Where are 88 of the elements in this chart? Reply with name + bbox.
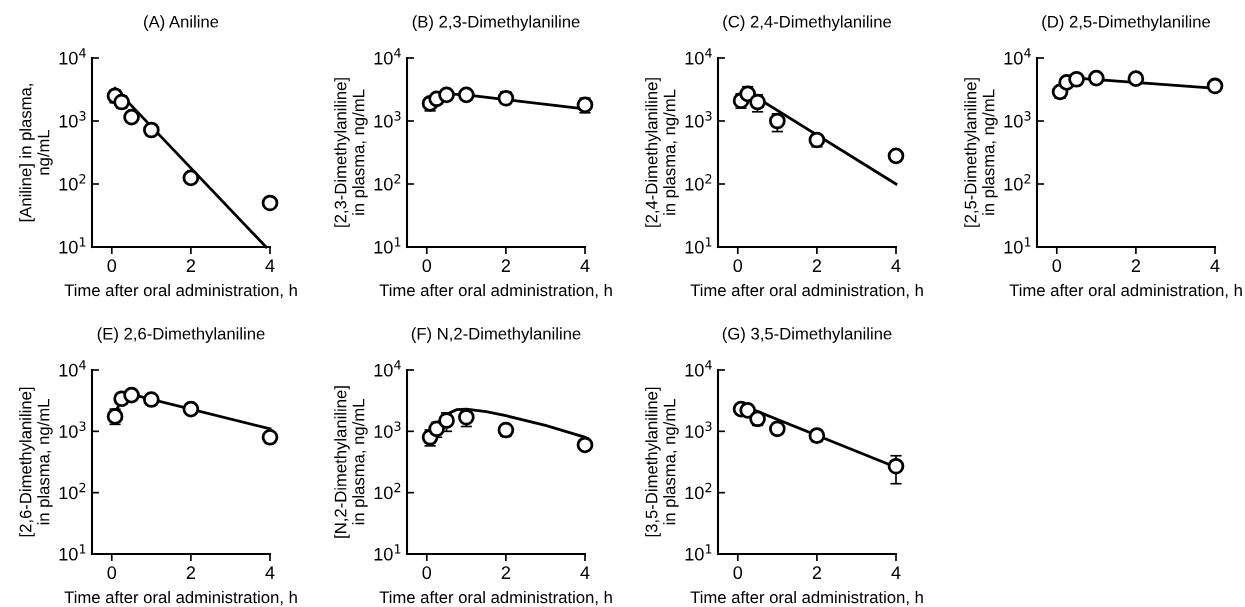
x-axis-title: Time after oral administration, h [690,283,923,299]
y-axis-title: [3,5-Dimethylaniline] in plasma, ng/mL [645,387,679,537]
x-axis-title: Time after oral administration, h [64,283,297,299]
x-axis-title: Time after oral administration, h [379,590,612,606]
x-tick-label: 0 [107,259,117,273]
x-tick-label: 2 [186,566,195,579]
point [123,386,140,404]
x-tick-label: 4 [265,259,275,272]
point [458,86,475,104]
y-tick-label: 10$^{4}$ [59,360,86,377]
x-axis-title: Time after oral administration, h [64,590,297,606]
y-tick-label: 10$^{1}$ [1004,237,1031,254]
y-tick-label: 10$^{1}$ [59,544,86,561]
x-axis-title: Time after oral administration, h [1009,283,1242,299]
point [887,457,905,475]
point [123,108,140,126]
y-tick-label: 10$^{2}$ [685,482,712,500]
y-tick-label: 10$^{2}$ [59,482,86,500]
x-tick-label: 0 [733,259,743,273]
y-tick-label: 10$^{4}$ [685,360,712,377]
x-tick-label: 2 [812,566,821,579]
y-axis-title: [2,4-Dimethylaniline] in plasma, ng/mL [645,78,679,227]
x-tick-label: 4 [580,259,590,272]
y-axis-title: [2,6-Dimethylaniline] in plasma, ng/mL [19,387,53,537]
x-tick-label: 2 [501,566,510,579]
chart-title: (A) Aniline [144,15,219,31]
y-tick-label: 10$^{2}$ [374,174,401,191]
x-tick-label: 2 [1131,259,1140,272]
point [261,428,279,446]
x-axis-title: Time after oral administration, h [690,590,923,606]
point [438,412,455,429]
y-tick-label: 10$^{4}$ [374,360,401,377]
y-tick-label: 10$^{1}$ [685,544,712,561]
y-axis-title: [2,3-Dimethylaniline] in plasma, ng/mL [334,78,368,227]
chart-title: (B) 2,3-Dimethylaniline [412,15,580,31]
y-tick-label: 10$^{4}$ [685,48,712,65]
y-axis-title: [Aniline] in plasma, ng/mL [19,84,53,222]
y-tick-label: 10$^{3}$ [59,111,86,128]
y-tick-label: 10$^{1}$ [374,237,401,254]
point [808,131,826,149]
x-tick-label: 4 [580,566,590,579]
y-tick-label: 10$^{2}$ [685,174,712,191]
y-tick-label: 10$^{3}$ [374,111,401,128]
x-axis-title: Time after oral administration, h [379,283,612,299]
x-tick-label: 4 [891,566,901,579]
point [497,421,515,439]
y-tick-label: 10$^{4}$ [374,48,401,65]
y-tick-label: 10$^{3}$ [1004,111,1031,128]
y-tick-label: 10$^{4}$ [1004,48,1031,65]
y-tick-label: 10$^{3}$ [374,421,401,438]
y-tick-label: 10$^{1}$ [685,237,712,254]
point [182,400,200,418]
y-axis-title: [N,2-Dimethylaniline] in plasma, ng/mL [334,386,368,538]
y-tick-label: 10$^{4}$ [59,48,86,65]
point [887,147,905,165]
x-tick-label: 2 [186,259,195,272]
x-tick-label: 0 [107,566,117,580]
y-tick-label: 10$^{3}$ [685,111,712,128]
point [143,121,160,139]
x-tick-label: 4 [265,566,275,579]
point [769,420,786,438]
point [143,391,160,408]
x-tick-label: 2 [501,259,510,272]
y-tick-label: 10$^{3}$ [59,421,86,438]
chart-title: (D) 2,5-Dimethylaniline [1042,15,1211,31]
x-tick-label: 4 [1210,259,1220,272]
x-tick-label: 4 [891,259,901,272]
y-tick-label: 10$^{1}$ [59,237,86,254]
y-tick-label: 10$^{2}$ [1004,174,1031,191]
point [749,410,766,428]
chart-title: (G) 3,5-Dimethylaniline [722,327,892,343]
x-tick-label: 0 [422,566,432,580]
x-tick-label: 0 [733,566,743,580]
x-tick-label: 2 [812,259,821,272]
point [576,436,594,454]
y-tick-label: 10$^{2}$ [59,174,86,191]
chart-title: (C) 2,4-Dimethylaniline [723,15,892,31]
y-axis-title: [2,5-Dimethylaniline] in plasma, ng/mL [964,78,998,227]
x-tick-label: 0 [1052,259,1062,273]
point [182,169,200,187]
chart-title: (E) 2,6-Dimethylaniline [97,327,265,343]
y-tick-label: 10$^{2}$ [374,482,401,500]
x-tick-label: 0 [422,259,432,273]
chart-title: (F) N,2-Dimethylaniline [411,327,581,343]
point [438,86,455,104]
point [261,194,279,212]
y-tick-label: 10$^{1}$ [374,544,401,561]
y-tick-label: 10$^{3}$ [685,421,712,438]
